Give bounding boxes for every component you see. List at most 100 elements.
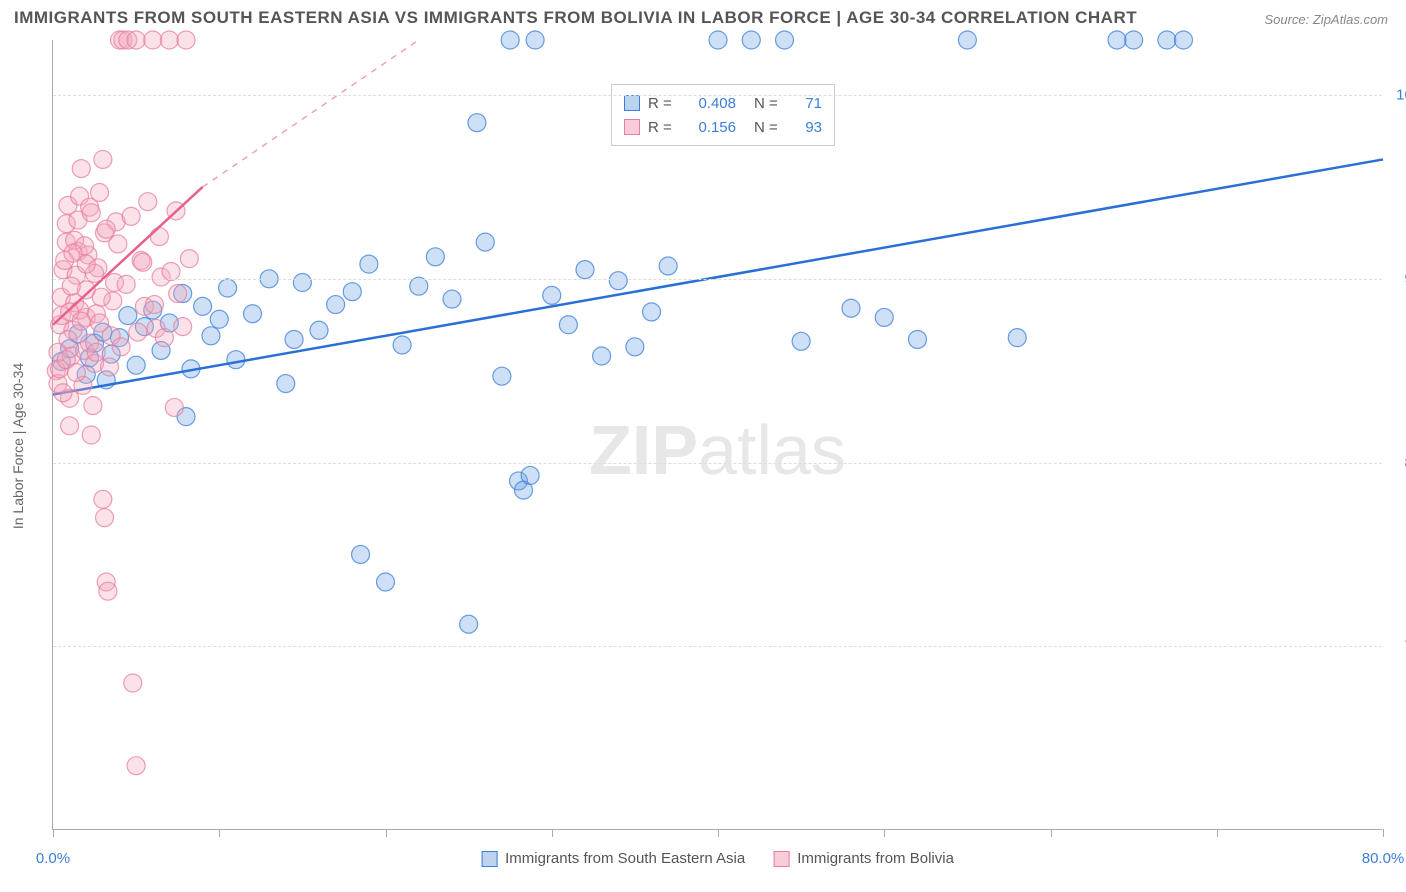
data-point <box>127 31 145 49</box>
data-point <box>87 343 105 361</box>
x-tick <box>718 829 719 837</box>
data-point <box>162 262 180 280</box>
data-point <box>177 31 195 49</box>
data-point <box>210 310 228 328</box>
data-point <box>626 338 644 356</box>
r-value: 0.156 <box>686 119 736 136</box>
data-point <box>169 285 187 303</box>
data-point <box>377 573 395 591</box>
legend-item: Immigrants from South Eastern Asia <box>481 850 745 867</box>
legend-label: Immigrants from Bolivia <box>797 850 954 867</box>
x-tick <box>1217 829 1218 837</box>
chart-title: IMMIGRANTS FROM SOUTH EASTERN ASIA VS IM… <box>14 8 1137 28</box>
data-point <box>82 204 100 222</box>
n-value: 93 <box>792 119 822 136</box>
y-axis-title: In Labor Force | Age 30-34 <box>10 363 26 529</box>
data-point <box>493 367 511 385</box>
data-point <box>112 338 130 356</box>
gridline <box>53 279 1382 280</box>
data-point <box>1158 31 1176 49</box>
data-point <box>443 290 461 308</box>
x-tick <box>386 829 387 837</box>
data-point <box>576 261 594 279</box>
source-label: Source: ZipAtlas.com <box>1264 12 1388 27</box>
data-point <box>327 296 345 314</box>
r-label: R = <box>648 95 678 112</box>
data-point <box>61 417 79 435</box>
data-point <box>127 757 145 775</box>
data-point <box>1108 31 1126 49</box>
data-point <box>501 31 519 49</box>
data-point <box>310 321 328 339</box>
data-point <box>101 358 119 376</box>
x-tick <box>219 829 220 837</box>
r-value: 0.408 <box>686 95 736 112</box>
x-tick <box>1383 829 1384 837</box>
data-point <box>468 114 486 132</box>
data-point <box>875 308 893 326</box>
data-point <box>776 31 794 49</box>
y-tick-label: 100.0% <box>1396 87 1406 104</box>
data-point <box>285 330 303 348</box>
gridline <box>53 646 1382 647</box>
data-point <box>94 150 112 168</box>
data-point <box>92 288 110 306</box>
data-point <box>72 312 90 330</box>
data-point <box>1175 31 1193 49</box>
legend-swatch <box>624 119 640 135</box>
x-tick <box>1051 829 1052 837</box>
x-tick <box>552 829 553 837</box>
legend-swatch <box>481 851 497 867</box>
n-value: 71 <box>792 95 822 112</box>
data-point <box>476 233 494 251</box>
data-point <box>1008 329 1026 347</box>
data-point <box>84 397 102 415</box>
data-point <box>155 329 173 347</box>
data-point <box>127 356 145 374</box>
legend-label: Immigrants from South Eastern Asia <box>505 850 745 867</box>
data-point <box>91 183 109 201</box>
data-point <box>72 160 90 178</box>
data-point <box>96 509 114 527</box>
data-point <box>97 220 115 238</box>
stats-legend: R =0.408N =71R =0.156N =93 <box>611 84 835 146</box>
data-point <box>709 31 727 49</box>
data-point <box>82 426 100 444</box>
data-point <box>59 330 77 348</box>
data-point <box>227 351 245 369</box>
data-point <box>609 272 627 290</box>
data-point <box>139 193 157 211</box>
data-point <box>174 318 192 336</box>
data-point <box>62 277 80 295</box>
data-point <box>134 253 152 271</box>
data-point <box>194 297 212 315</box>
data-point <box>150 228 168 246</box>
data-point <box>124 674 142 692</box>
data-point <box>909 330 927 348</box>
data-point <box>792 332 810 350</box>
chart-svg <box>53 40 1382 829</box>
gridline <box>53 463 1382 464</box>
legend-swatch <box>624 95 640 111</box>
data-point <box>129 323 147 341</box>
data-point <box>109 235 127 253</box>
data-point <box>122 207 140 225</box>
data-point <box>145 296 163 314</box>
data-point <box>244 305 262 323</box>
data-point <box>643 303 661 321</box>
data-point <box>91 314 109 332</box>
series-legend: Immigrants from South Eastern Asia Immigr… <box>481 850 954 867</box>
data-point <box>526 31 544 49</box>
data-point <box>293 274 311 292</box>
data-point <box>360 255 378 273</box>
data-point <box>54 384 72 402</box>
data-point <box>410 277 428 295</box>
x-tick-label: 80.0% <box>1362 850 1405 867</box>
data-point <box>842 299 860 317</box>
data-point <box>521 466 539 484</box>
x-tick <box>53 829 54 837</box>
data-point <box>67 364 85 382</box>
stats-row: R =0.156N =93 <box>624 115 822 139</box>
data-point <box>77 255 95 273</box>
data-point <box>543 286 561 304</box>
